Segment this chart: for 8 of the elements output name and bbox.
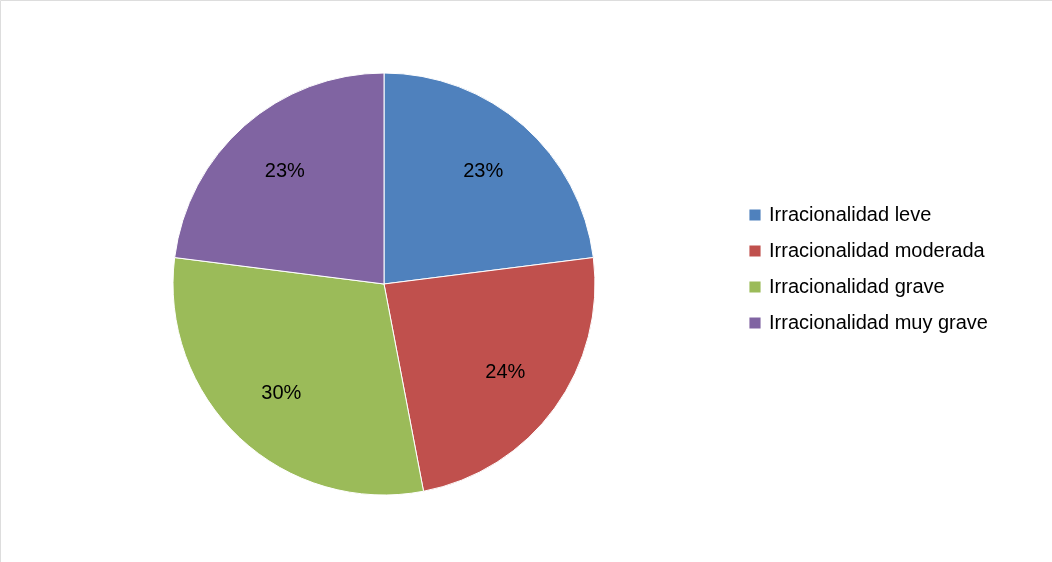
legend-label: Irracionalidad leve xyxy=(769,203,932,225)
data-label: 24% xyxy=(485,360,526,383)
data-label: 23% xyxy=(463,159,504,182)
data-label: 30% xyxy=(261,381,302,404)
legend-label: Irracionalidad moderada xyxy=(769,239,986,261)
data-label: 23% xyxy=(264,159,306,182)
legend-label: Irracionalidad grave xyxy=(769,275,945,297)
legend-label: Irracionalidad muy grave xyxy=(769,311,988,333)
